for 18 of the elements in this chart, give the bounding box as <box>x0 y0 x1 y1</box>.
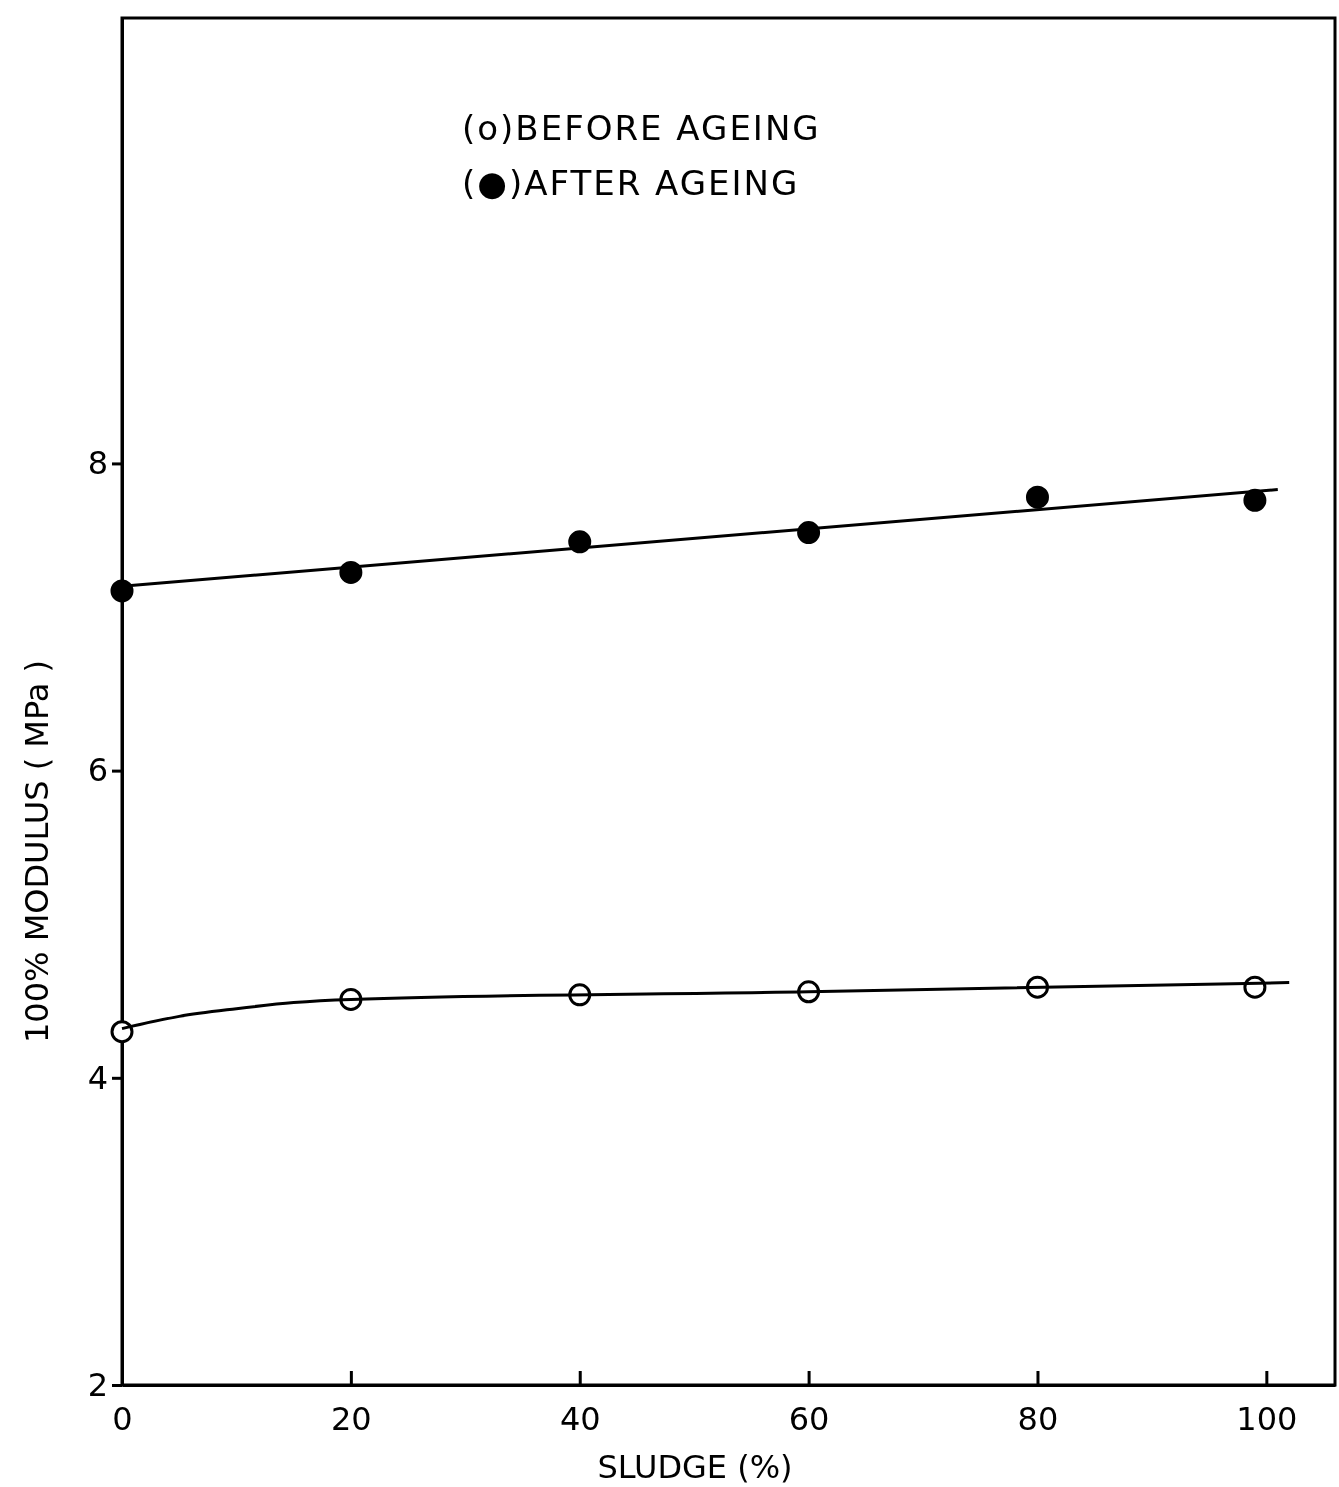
annotation: (o)BEFORE AGEING <box>462 108 821 148</box>
y-tick-label: 6 <box>87 751 108 790</box>
point <box>1025 485 1049 509</box>
y-tick-label: 8 <box>87 444 108 483</box>
x-tick-label: 20 <box>331 1399 372 1438</box>
y-tick-label: 2 <box>87 1365 108 1404</box>
y-tick-label: 4 <box>87 1058 108 1097</box>
point <box>110 1020 134 1044</box>
x-tick-label: 60 <box>788 1399 830 1438</box>
x-axis-title: SLUDGE (%) <box>597 1448 793 1486</box>
annotation: (●)AFTER AGEING <box>462 163 800 203</box>
x-tick-label: 100 <box>1236 1399 1298 1438</box>
point <box>1243 488 1267 512</box>
x-tick-label: 40 <box>559 1399 601 1438</box>
x-tick-label: 0 <box>112 1399 133 1438</box>
point <box>110 579 134 603</box>
y-axis-title: 100% MODULUS ( MPa ) <box>18 659 56 1044</box>
x-tick-label: 80 <box>1017 1399 1059 1438</box>
